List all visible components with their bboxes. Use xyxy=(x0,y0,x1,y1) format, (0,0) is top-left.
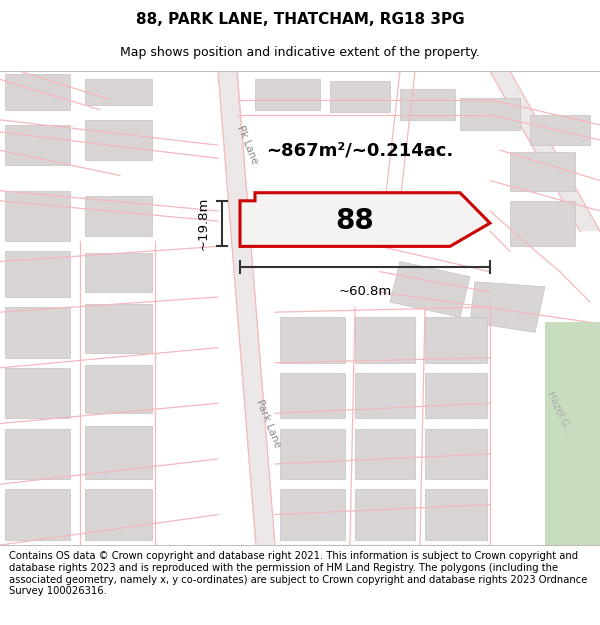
Polygon shape xyxy=(390,261,470,318)
Text: Map shows position and indicative extent of the property.: Map shows position and indicative extent… xyxy=(120,46,480,59)
Polygon shape xyxy=(510,201,575,246)
Polygon shape xyxy=(240,192,490,246)
Polygon shape xyxy=(5,74,70,110)
Polygon shape xyxy=(355,373,415,419)
Polygon shape xyxy=(280,373,345,419)
Polygon shape xyxy=(5,429,70,479)
Text: Pk Lane: Pk Lane xyxy=(235,124,259,166)
Polygon shape xyxy=(425,318,487,362)
Polygon shape xyxy=(85,254,152,292)
Polygon shape xyxy=(85,79,152,104)
Polygon shape xyxy=(355,429,415,479)
Polygon shape xyxy=(545,322,600,545)
Polygon shape xyxy=(460,98,520,130)
Polygon shape xyxy=(530,115,590,145)
Polygon shape xyxy=(5,307,70,358)
Text: ~19.8m: ~19.8m xyxy=(197,197,210,250)
Polygon shape xyxy=(85,489,152,540)
Polygon shape xyxy=(85,120,152,161)
Polygon shape xyxy=(280,318,345,362)
Polygon shape xyxy=(400,89,455,120)
Text: ~60.8m: ~60.8m xyxy=(338,285,392,298)
Polygon shape xyxy=(85,196,152,236)
Text: Hazel G...: Hazel G... xyxy=(545,390,574,437)
Polygon shape xyxy=(280,489,345,540)
Text: 88: 88 xyxy=(335,207,374,235)
Polygon shape xyxy=(5,251,70,297)
Polygon shape xyxy=(5,125,70,166)
Polygon shape xyxy=(425,429,487,479)
Text: 88, PARK LANE, THATCHAM, RG18 3PG: 88, PARK LANE, THATCHAM, RG18 3PG xyxy=(136,12,464,28)
Polygon shape xyxy=(490,71,600,231)
Polygon shape xyxy=(5,191,70,241)
Polygon shape xyxy=(5,489,70,540)
Polygon shape xyxy=(5,368,70,419)
Text: Contains OS data © Crown copyright and database right 2021. This information is : Contains OS data © Crown copyright and d… xyxy=(9,551,587,596)
Polygon shape xyxy=(85,365,152,413)
Polygon shape xyxy=(218,71,275,545)
Text: ~867m²/~0.214ac.: ~867m²/~0.214ac. xyxy=(266,141,454,159)
Polygon shape xyxy=(470,282,545,332)
Polygon shape xyxy=(355,318,415,362)
Polygon shape xyxy=(355,489,415,540)
Polygon shape xyxy=(85,426,152,479)
Polygon shape xyxy=(255,79,320,110)
Polygon shape xyxy=(510,152,575,191)
Polygon shape xyxy=(280,429,345,479)
Text: Park Lane: Park Lane xyxy=(254,398,282,449)
Polygon shape xyxy=(330,81,390,112)
Polygon shape xyxy=(425,489,487,540)
Polygon shape xyxy=(85,304,152,352)
Polygon shape xyxy=(425,373,487,419)
